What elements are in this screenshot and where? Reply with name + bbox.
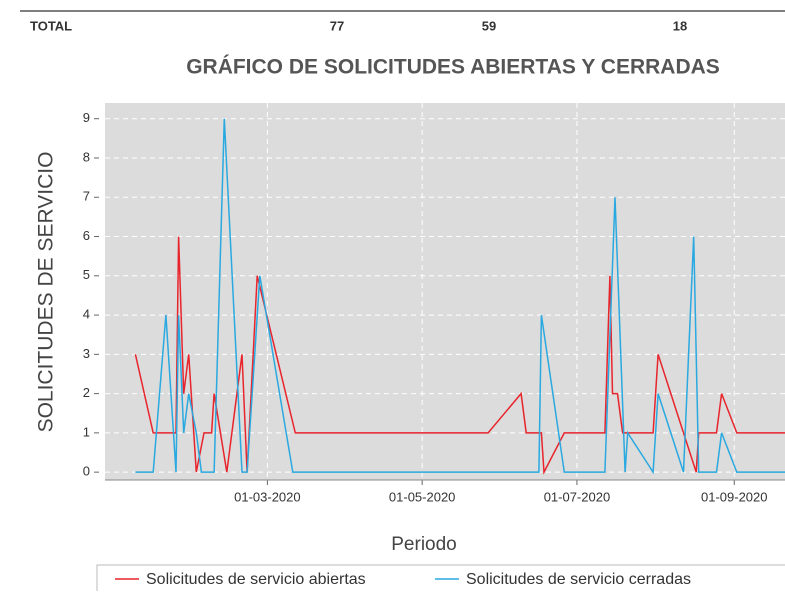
y-tick-label: 2	[83, 385, 90, 400]
x-axis-label: Periodo	[391, 534, 457, 555]
y-tick-label: 7	[83, 189, 90, 204]
header-value: 59	[482, 18, 496, 33]
y-tick-label: 1	[83, 424, 90, 439]
y-axis-label: SOLICITUDES DE SERVICIO	[35, 152, 58, 433]
x-tick-label: 01-05-2020	[389, 489, 456, 504]
y-tick-label: 8	[83, 149, 90, 164]
header-value: 77	[330, 18, 344, 33]
series-line	[135, 118, 785, 475]
y-tick-label: 4	[83, 307, 90, 322]
y-tick-label: 3	[83, 346, 90, 361]
y-tick-label: 0	[83, 464, 90, 479]
legend-label: Solicitudes de servicio abiertas	[146, 571, 366, 588]
legend-label: Solicitudes de servicio cerradas	[466, 571, 691, 588]
x-tick-label: 01-09-2020	[701, 489, 768, 504]
y-tick-label: 5	[83, 267, 90, 282]
chart-title: GRÁFICO DE SOLICITUDES ABIERTAS Y CERRAD…	[186, 56, 720, 79]
header-value: 18	[673, 18, 687, 33]
x-tick-label: 01-07-2020	[544, 489, 611, 504]
y-tick-label: 9	[83, 110, 90, 125]
plot-area	[105, 103, 785, 480]
x-tick-label: 01-03-2020	[234, 489, 301, 504]
header-label: TOTAL	[30, 18, 72, 33]
y-tick-label: 6	[83, 228, 90, 243]
